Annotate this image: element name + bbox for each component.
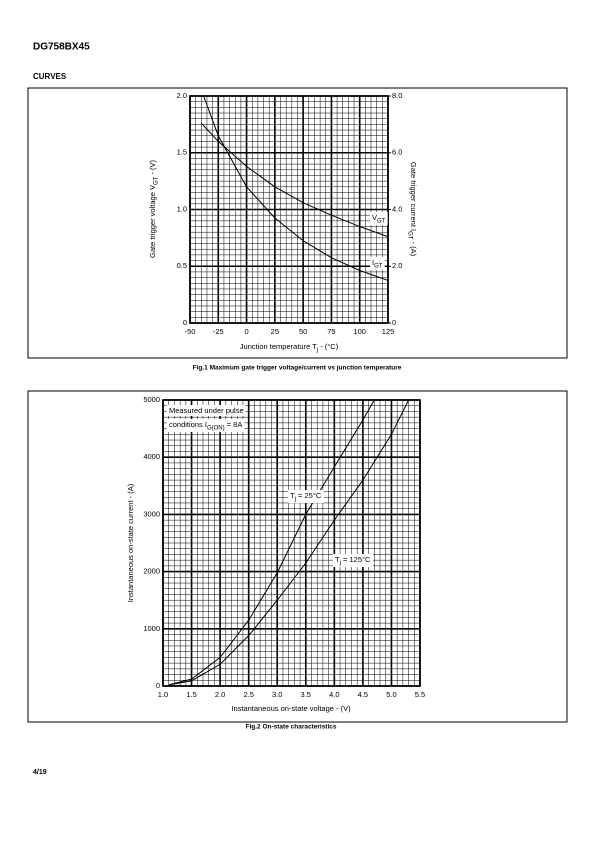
annotation-part: G(ON) bbox=[207, 425, 225, 431]
x-tick-label: -50 bbox=[185, 327, 196, 336]
y2-tick-label: 4.0 bbox=[392, 204, 402, 213]
x-tick-label: 100 bbox=[353, 327, 366, 336]
annotation-part: = 8A bbox=[225, 420, 243, 429]
document-title: DG758BX45 bbox=[33, 42, 90, 53]
x-tick-label: 5.5 bbox=[415, 690, 425, 699]
y-axis-label-part: - (V) bbox=[148, 160, 157, 177]
annotation-part: Measured under pulse bbox=[169, 406, 244, 415]
series-label-part: T bbox=[290, 491, 295, 500]
series-label-part: V bbox=[372, 213, 377, 222]
y-tick-label: 4000 bbox=[143, 452, 160, 461]
x-axis-label: Junction temperature Tj - (°C) bbox=[240, 342, 339, 353]
y2-axis-label-part: GT bbox=[407, 231, 413, 240]
plot-border bbox=[189, 95, 389, 324]
series-label: Tj = 125°C bbox=[335, 555, 371, 566]
series-label: Tj = 25°C bbox=[290, 491, 322, 502]
y2-tick-label: 6.0 bbox=[392, 148, 402, 157]
series-label-part: I bbox=[372, 258, 374, 267]
series-label-part: j bbox=[294, 496, 296, 502]
y-tick-label: 3000 bbox=[143, 509, 160, 518]
series-label-part: = 25°C bbox=[296, 491, 322, 500]
y-tick-label: 1000 bbox=[143, 624, 160, 633]
figure-caption: Fig.2 On-state characteristics bbox=[245, 724, 336, 731]
series-label-box bbox=[370, 256, 385, 271]
y2-axis-label-part: Gate trigger current I bbox=[409, 162, 418, 231]
figure-caption: Fig.1 Maximum gate trigger voltage/curre… bbox=[193, 365, 402, 372]
x-tick-label: 50 bbox=[299, 327, 307, 336]
figure-frame bbox=[27, 87, 568, 359]
series-label-box bbox=[288, 489, 324, 504]
series-label-box bbox=[333, 553, 373, 568]
x-tick-label: 2.0 bbox=[215, 690, 225, 699]
series-line bbox=[200, 122, 389, 238]
y-axis-label-part: GT bbox=[153, 176, 159, 185]
y-tick-label: 0 bbox=[183, 318, 187, 327]
series-label-part: GT bbox=[374, 263, 383, 269]
y2-axis-label-part: - (A) bbox=[409, 239, 418, 256]
annotation-part: conditions I bbox=[169, 420, 207, 429]
y-tick-label: 5000 bbox=[143, 395, 160, 404]
x-axis-label-part: j bbox=[316, 347, 318, 353]
series-line bbox=[203, 95, 389, 281]
y-tick-label: 0 bbox=[156, 681, 160, 690]
figure-frame bbox=[27, 390, 568, 723]
x-tick-label: 4.0 bbox=[329, 690, 339, 699]
x-tick-label: 1.5 bbox=[186, 690, 196, 699]
y-tick-label: 1.0 bbox=[177, 204, 187, 213]
y-axis-label: Gate trigger voltage VGT - (V) bbox=[148, 160, 159, 258]
page-number: 4/19 bbox=[33, 769, 47, 776]
x-tick-label: 4.5 bbox=[358, 690, 368, 699]
series-line bbox=[168, 399, 410, 686]
series-label-part: GT bbox=[377, 218, 386, 224]
series-label-box bbox=[370, 211, 388, 226]
y2-tick-label: 8.0 bbox=[392, 91, 402, 100]
x-axis-label-part: Instantaneous on-state voltage - (V) bbox=[231, 704, 351, 713]
y-axis-label: Instantaneous on-state current - (A) bbox=[126, 483, 135, 602]
y2-axis-label: Gate trigger current IGT - (A) bbox=[407, 162, 418, 257]
annotation: Measured under pulse bbox=[169, 406, 244, 415]
annotation-box bbox=[167, 418, 245, 433]
x-tick-label: 25 bbox=[271, 327, 279, 336]
series-label-part: j bbox=[339, 560, 341, 566]
y-tick-label: 0.5 bbox=[177, 261, 187, 270]
series-line bbox=[168, 399, 375, 686]
series-label: IGT bbox=[372, 258, 383, 269]
x-axis-label: Instantaneous on-state voltage - (V) bbox=[231, 704, 351, 713]
y-tick-label: 2.0 bbox=[177, 91, 187, 100]
x-tick-label: 5.0 bbox=[386, 690, 396, 699]
annotation-box bbox=[167, 404, 246, 416]
y-tick-label: 2000 bbox=[143, 567, 160, 576]
annotation: conditions IG(ON) = 8A bbox=[169, 420, 242, 431]
x-tick-label: 1.0 bbox=[158, 690, 168, 699]
x-tick-label: 75 bbox=[327, 327, 335, 336]
y-tick-label: 1.5 bbox=[177, 148, 187, 157]
y2-tick-label: 0 bbox=[392, 318, 396, 327]
y2-tick-label: 2.0 bbox=[392, 261, 402, 270]
x-tick-label: 0 bbox=[244, 327, 248, 336]
y-axis-label-part: Gate trigger voltage V bbox=[148, 185, 157, 258]
section-title: CURVES bbox=[33, 72, 67, 81]
x-tick-label: -25 bbox=[213, 327, 224, 336]
x-axis-label-part: Junction temperature T bbox=[240, 342, 317, 351]
x-tick-label: 125 bbox=[382, 327, 395, 336]
y-axis-label-part: Instantaneous on-state current - (A) bbox=[126, 483, 135, 602]
x-axis-label-part: - (°C) bbox=[318, 342, 339, 351]
plot-border bbox=[162, 399, 421, 687]
series-label: VGT bbox=[372, 213, 386, 224]
x-tick-label: 3.0 bbox=[272, 690, 282, 699]
series-label-part: T bbox=[335, 555, 340, 564]
series-label-part: = 125°C bbox=[341, 555, 371, 564]
x-tick-label: 3.5 bbox=[301, 690, 311, 699]
x-tick-label: 2.5 bbox=[243, 690, 253, 699]
